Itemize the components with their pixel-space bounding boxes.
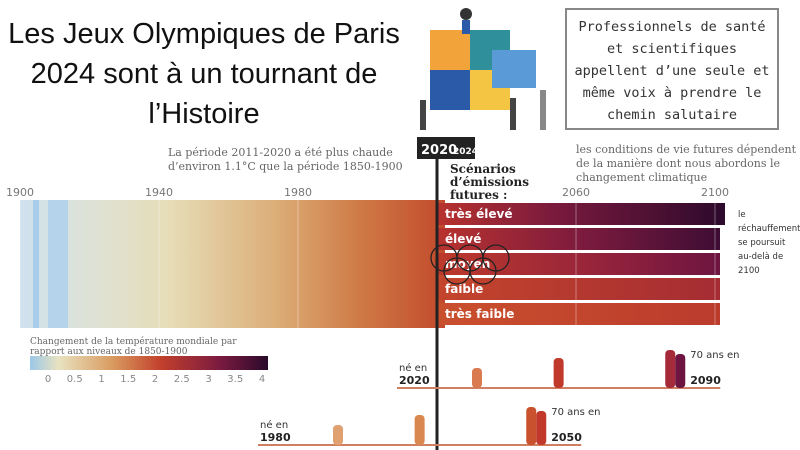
legend-tick: 2.5: [174, 374, 190, 385]
scenario-row: [437, 228, 720, 250]
age-label: 70 ans en: [690, 350, 739, 361]
note-future: les conditions de vie futures dépendent …: [576, 143, 796, 184]
marker-event: 2024: [453, 147, 478, 157]
scenario-row: [437, 303, 720, 325]
legend-tick: 0: [45, 374, 51, 385]
legend-tick: 3: [205, 374, 211, 385]
person: [472, 368, 482, 388]
stripes-past: [20, 200, 445, 328]
legend-title: Changement de la température mondiale pa…: [30, 337, 237, 357]
legend-colorbar: [30, 356, 268, 370]
year-label: 1940: [145, 186, 173, 199]
legend-tick: 2: [152, 374, 158, 385]
age-year: 2090: [690, 374, 721, 387]
note-past: La période 2011-2020 a été plus chaude d…: [168, 146, 403, 173]
person: [553, 358, 564, 388]
legend-tick: 1: [98, 374, 104, 385]
age-year: 2050: [551, 431, 582, 444]
born-label: né en: [260, 419, 288, 431]
illustration: [420, 8, 546, 130]
year-label: 2100: [701, 186, 729, 199]
born-label: né en: [399, 362, 427, 374]
person: [333, 425, 343, 445]
scenario-row: [437, 278, 720, 300]
callout: Professionnels de santé et scientifiques…: [565, 8, 779, 130]
scenario-row: [437, 253, 720, 275]
person: [414, 415, 425, 445]
person: [536, 411, 547, 445]
title: Les Jeux Olympiques de Paris 2024 sont à…: [8, 18, 400, 130]
stripe: [48, 200, 68, 328]
legend-tick: 3.5: [227, 374, 243, 385]
year-label: 1900: [6, 186, 34, 199]
scenario-row: [437, 203, 725, 225]
marker-year: 2020: [421, 143, 457, 158]
person: [675, 354, 686, 388]
scenarios-title: Scénarios d’émissions futures :: [450, 162, 530, 202]
legend-tick: 4: [259, 374, 265, 385]
olympic-rings: [430, 244, 510, 285]
scenario-label: très élevé: [445, 207, 512, 221]
year-label: 1980: [284, 186, 312, 199]
born-year: 2020: [399, 374, 430, 387]
born-year: 1980: [260, 431, 291, 444]
scenario-label: élevé: [445, 232, 481, 246]
beyond-note: le réchauffement se poursuit au-delà de …: [738, 210, 800, 276]
person: [665, 350, 676, 388]
legend-tick: 0.5: [67, 374, 83, 385]
age-label: 70 ans en: [551, 407, 600, 418]
legend-tick: 1.5: [120, 374, 136, 385]
marker-box: [417, 137, 475, 159]
stripe: [33, 200, 39, 328]
year-label: 2060: [562, 186, 590, 199]
scenario-label: faible: [445, 282, 483, 296]
person: [526, 407, 537, 445]
scenario-label: très faible: [445, 307, 514, 321]
